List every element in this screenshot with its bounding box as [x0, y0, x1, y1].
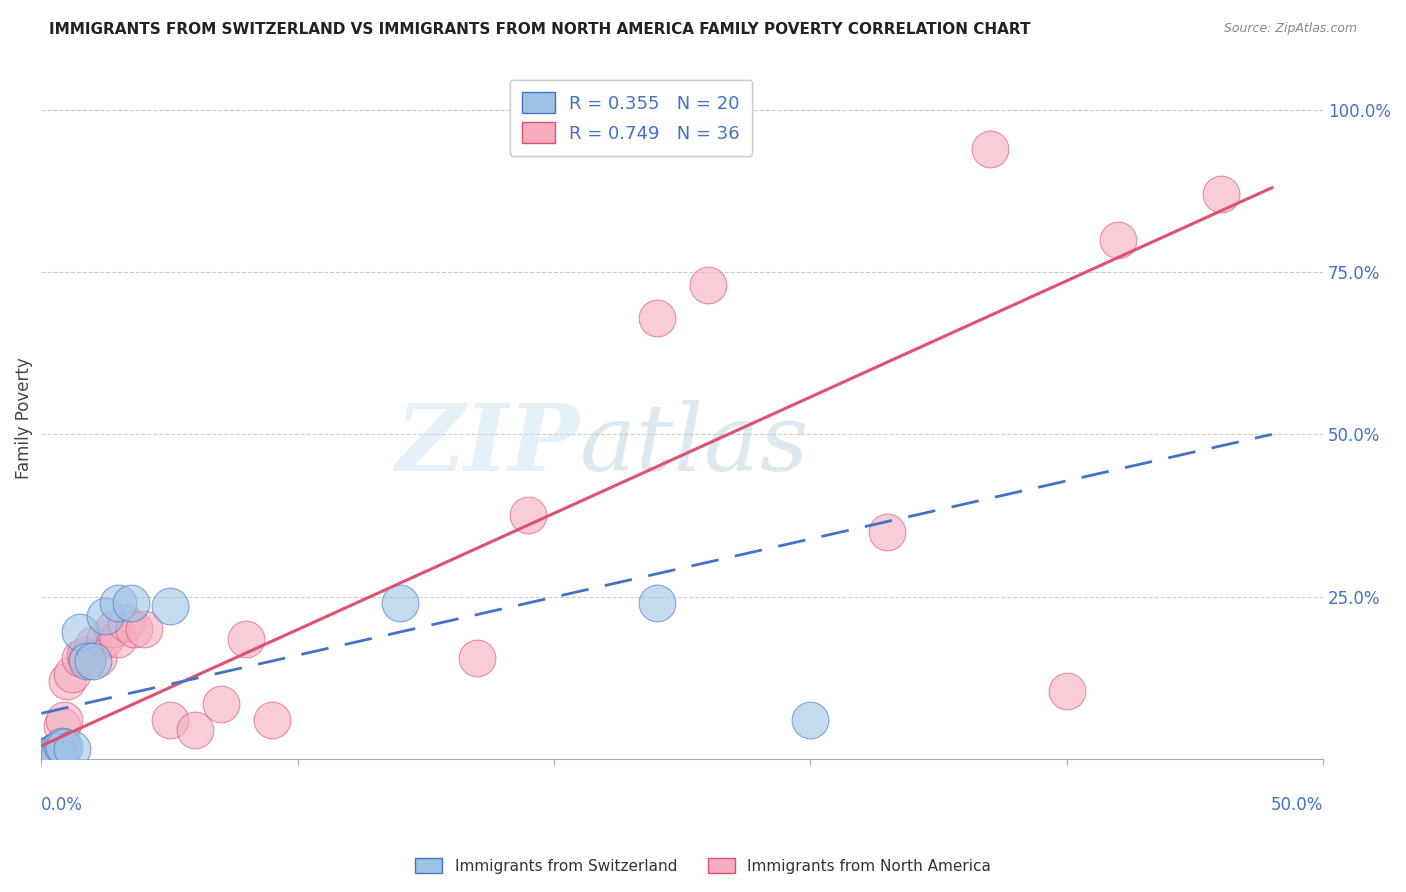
Point	[122, 622, 145, 636]
Y-axis label: Family Poverty: Family Poverty	[15, 357, 32, 479]
Point	[73, 648, 96, 662]
Point	[38, 748, 60, 763]
Text: IMMIGRANTS FROM SWITZERLAND VS IMMIGRANTS FROM NORTH AMERICA FAMILY POVERTY CORR: IMMIGRANTS FROM SWITZERLAND VS IMMIGRANT…	[49, 22, 1031, 37]
Text: 50.0%: 50.0%	[1271, 797, 1323, 814]
Point	[51, 719, 73, 733]
Point	[87, 651, 110, 665]
Point	[82, 655, 104, 669]
Point	[132, 622, 155, 636]
Point	[69, 625, 91, 640]
Point	[159, 599, 181, 614]
Point	[32, 748, 55, 763]
Point	[389, 596, 412, 610]
Point	[517, 508, 540, 523]
Point	[107, 632, 129, 646]
Point	[159, 713, 181, 727]
Point	[56, 673, 79, 688]
Point	[209, 697, 232, 711]
Point	[94, 632, 117, 646]
Point	[260, 713, 283, 727]
Point	[38, 748, 60, 763]
Point	[60, 742, 83, 756]
Point	[41, 747, 63, 761]
Point	[45, 744, 67, 758]
Text: 0.0%: 0.0%	[41, 797, 83, 814]
Point	[76, 651, 98, 665]
Point	[53, 740, 76, 755]
Point	[35, 748, 58, 763]
Point	[76, 655, 98, 669]
Text: Source: ZipAtlas.com: Source: ZipAtlas.com	[1223, 22, 1357, 36]
Point	[1107, 233, 1129, 247]
Point	[1209, 187, 1232, 202]
Legend: Immigrants from Switzerland, Immigrants from North America: Immigrants from Switzerland, Immigrants …	[409, 852, 997, 880]
Point	[115, 615, 138, 630]
Point	[60, 667, 83, 681]
Point	[45, 744, 67, 758]
Point	[235, 632, 257, 646]
Point	[82, 638, 104, 652]
Point	[41, 748, 63, 763]
Point	[120, 596, 142, 610]
Point	[48, 748, 70, 763]
Point	[184, 723, 207, 737]
Point	[979, 142, 1001, 156]
Legend: R = 0.355   N = 20, R = 0.749   N = 36: R = 0.355 N = 20, R = 0.749 N = 36	[509, 79, 752, 156]
Point	[107, 596, 129, 610]
Point	[69, 651, 91, 665]
Point	[645, 310, 668, 325]
Text: ZIP: ZIP	[395, 401, 579, 491]
Point	[44, 745, 66, 759]
Point	[645, 596, 668, 610]
Point	[799, 713, 821, 727]
Point	[94, 609, 117, 624]
Point	[696, 278, 718, 293]
Point	[35, 748, 58, 763]
Point	[51, 739, 73, 753]
Point	[48, 742, 70, 756]
Point	[44, 745, 66, 759]
Point	[1056, 683, 1078, 698]
Point	[876, 524, 898, 539]
Point	[53, 713, 76, 727]
Point	[32, 748, 55, 763]
Point	[101, 622, 124, 636]
Text: atlas: atlas	[579, 401, 810, 491]
Point	[465, 651, 488, 665]
